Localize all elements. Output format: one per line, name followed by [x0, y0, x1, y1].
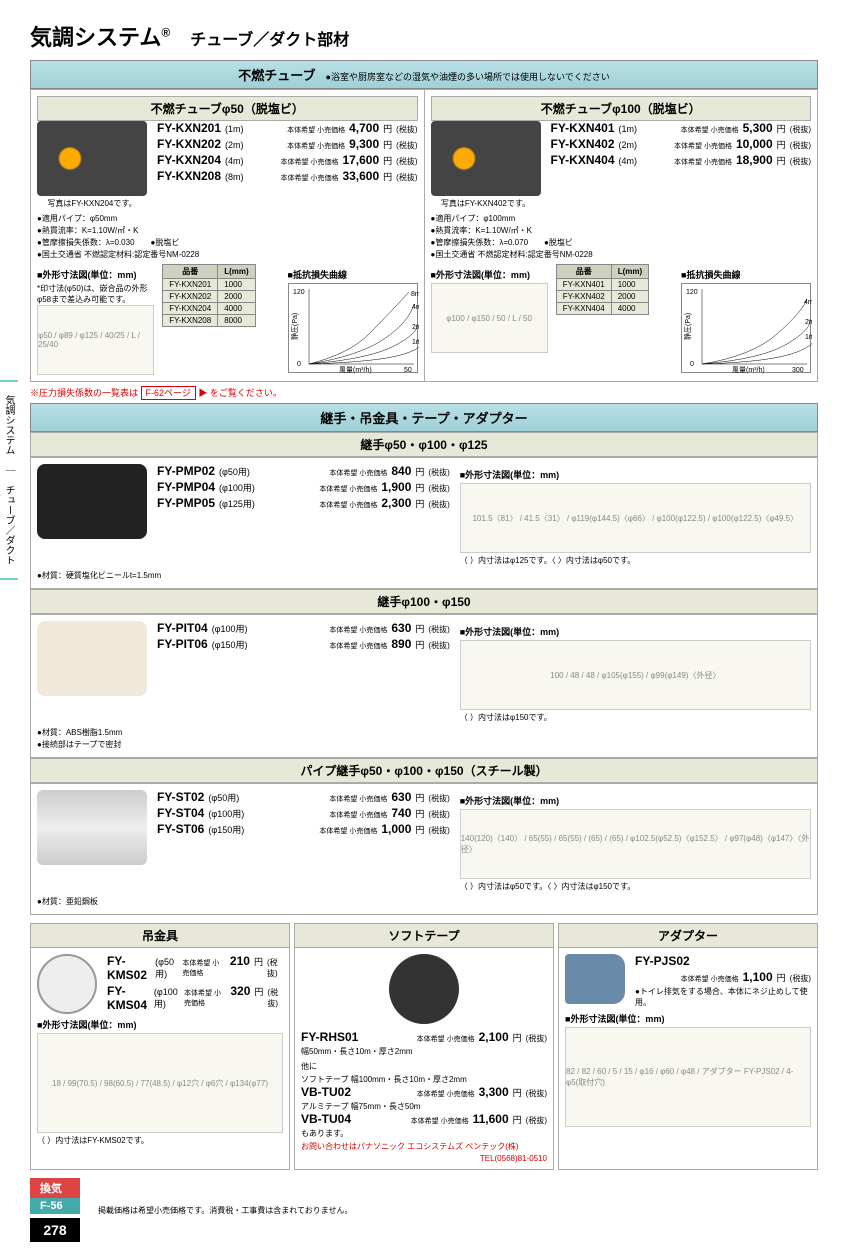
joint-sub2-title: 継手φ100・φ150: [30, 589, 818, 614]
product-item: FY-KXN204(4m)本体希望 小売価格17,600円(税抜): [157, 153, 418, 167]
section-joint-header: 継手・吊金具・テープ・アダプター: [30, 403, 818, 432]
tube-100-len-table: 品番L(mm)FY-KXN4011000FY-KXN4022000FY-KXN4…: [556, 264, 649, 315]
product-item: FY-PIT06(φ150用)本体希望 小売価格890円(税抜): [157, 637, 450, 651]
joint-pit-drawing: 100 / 48 / 48 / φ105(φ155) / φ99(φ149)〈外…: [460, 640, 811, 710]
product-item: FY-KXN202(2m)本体希望 小売価格9,300円(税抜): [157, 137, 418, 151]
product-item: FY-KXN208(8m)本体希望 小売価格33,600円(税抜): [157, 169, 418, 183]
page-footer: 換気 F-56 278 掲載価格は希望小売価格です。消費税・工事費は含まれており…: [30, 1178, 818, 1242]
tape-image: [389, 954, 459, 1024]
joint-pmp-image: [37, 464, 147, 539]
product-item: FY-PMP04(φ100用)本体希望 小売価格1,900円(税抜): [157, 480, 450, 494]
joint-st-image: [37, 790, 147, 865]
hanger-panel: 吊金具 FY-KMS02(φ50用)本体希望 小売価格210円(税抜)FY-KM…: [30, 923, 290, 1170]
product-item: FY-ST02(φ50用)本体希望 小売価格630円(税抜): [157, 790, 450, 804]
loss-note: ※圧力損失係数の一覧表は F-62ページ ▶ をご覧ください。: [30, 386, 818, 399]
svg-text:300: 300: [792, 367, 804, 374]
hanger-drawing: 18 / 99(70.5) / 98(60.5) / 77(48.5) / φ1…: [37, 1033, 283, 1133]
svg-text:4m: 4m: [804, 299, 812, 306]
svg-text:50: 50: [404, 367, 412, 374]
tape-panel: ソフトテープ FY-RHS01 本体希望 小売価格 2,100円(税抜) 幅50…: [294, 923, 554, 1170]
footer-note: 掲載価格は希望小売価格です。消費税・工事費は含まれておりません。: [98, 1205, 352, 1216]
product-item: FY-PMP02(φ50用)本体希望 小売価格840円(税抜): [157, 464, 450, 478]
footer-tag-f56: F-56: [30, 1198, 80, 1214]
product-item: FY-KXN404(4m)本体希望 小売価格18,900円(税抜): [551, 153, 812, 167]
svg-text:1m: 1m: [412, 339, 419, 346]
joint-sub3-title: パイプ継手φ50・φ100・φ150（スチール製）: [30, 758, 818, 783]
joint-st-drawing: 140(120)〈140〉 / 65(55) / 65(55) / (65) /…: [460, 809, 811, 879]
svg-text:2m: 2m: [412, 324, 419, 331]
page-number: 278: [30, 1218, 80, 1242]
tube-100-drawing: φ100 / φ150 / 50 / L / 50: [431, 283, 548, 353]
tube-50-panel: 不燃チューブφ50（脱塩ビ） 写真はFY-KXN204です。 FY-KXN201…: [31, 90, 425, 381]
adapter-image: [565, 954, 625, 1004]
product-item: FY-KXN402(2m)本体希望 小売価格10,000円(税抜): [551, 137, 812, 151]
tube-50-len-table: 品番L(mm)FY-KXN2011000FY-KXN2022000FY-KXN2…: [162, 264, 255, 327]
product-item: FY-KMS04(φ100用)本体希望 小売価格320円(税抜): [107, 984, 283, 1012]
product-item: FY-ST04(φ100用)本体希望 小売価格740円(税抜): [157, 806, 450, 820]
svg-text:4m: 4m: [412, 304, 419, 311]
svg-text:1m: 1m: [805, 334, 812, 341]
svg-text:0: 0: [297, 361, 301, 368]
svg-text:8m: 8m: [411, 291, 419, 298]
svg-text:2m: 2m: [805, 319, 812, 326]
product-item: FY-ST06(φ150用)本体希望 小売価格1,000円(税抜): [157, 822, 450, 836]
adapter-panel: アダプター FY-PJS02 本体希望 小売価格 1,100円(税抜) ●トイレ…: [558, 923, 818, 1170]
tube-50-title: 不燃チューブφ50（脱塩ビ）: [37, 96, 418, 121]
svg-text:0: 0: [690, 361, 694, 368]
svg-text:風量(m³/h): 風量(m³/h): [339, 366, 372, 374]
svg-text:静圧(Pa): 静圧(Pa): [683, 313, 692, 340]
page-subtitle: チューブ／ダクト部材: [190, 26, 349, 50]
section-tube-header: 不燃チューブ●浴室や厨房室などの湿気や油煙の多い場所では使用しないでください: [30, 60, 818, 89]
product-item: FY-PIT04(φ100用)本体希望 小売価格630円(税抜): [157, 621, 450, 635]
svg-text:静圧(Pa): 静圧(Pa): [290, 313, 299, 340]
joint-pmp-drawing: 101.5〈81〉 / 41.5〈31〉 / φ119(φ144.5)〈φ66〉…: [460, 483, 811, 553]
tube-50-chart: 8m 4m 2m 1m 120 0 50 風量(m³/h) 静圧(Pa): [288, 283, 418, 373]
tube-50-drawing: φ50 / φ89 / φ125 / 40/25 / L / 25/40: [37, 305, 154, 375]
tube-50-image: [37, 121, 147, 196]
tube-100-panel: 不燃チューブφ100（脱塩ビ） 写真はFY-KXN402です。 FY-KXN40…: [425, 90, 818, 381]
svg-text:120: 120: [686, 289, 698, 296]
product-item: FY-PMP05(φ125用)本体希望 小売価格2,300円(税抜): [157, 496, 450, 510]
joint-pit-image: [37, 621, 147, 696]
hanger-image: [37, 954, 97, 1014]
tube-100-title: 不燃チューブφ100（脱塩ビ）: [431, 96, 812, 121]
product-item: FY-KXN401(1m)本体希望 小売価格5,300円(税抜): [551, 121, 812, 135]
sidebar-tab: 気調システム ｜ チューブ／ダクト部材 ｜: [0, 380, 18, 580]
joint-sub1-title: 継手φ50・φ100・φ125: [30, 432, 818, 457]
footer-tag-kanki: 換気: [30, 1178, 80, 1198]
product-item: FY-KXN201(1m)本体希望 小売価格4,700円(税抜): [157, 121, 418, 135]
product-item: FY-KMS02(φ50用)本体希望 小売価格210円(税抜): [107, 954, 283, 982]
tube-100-chart: 4m 2m 1m 120 0 300 風量(m³/h) 静圧(Pa): [681, 283, 811, 373]
page-header: 気調システム® チューブ／ダクト部材: [30, 20, 818, 52]
svg-text:120: 120: [293, 289, 305, 296]
page-title: 気調システム®: [30, 20, 170, 52]
adapter-drawing: 82 / 82 / 60 / 5 / 15 / φ16 / φ60 / φ48 …: [565, 1027, 811, 1127]
tube-100-image: [431, 121, 541, 196]
svg-text:風量(m³/h): 風量(m³/h): [732, 366, 765, 374]
